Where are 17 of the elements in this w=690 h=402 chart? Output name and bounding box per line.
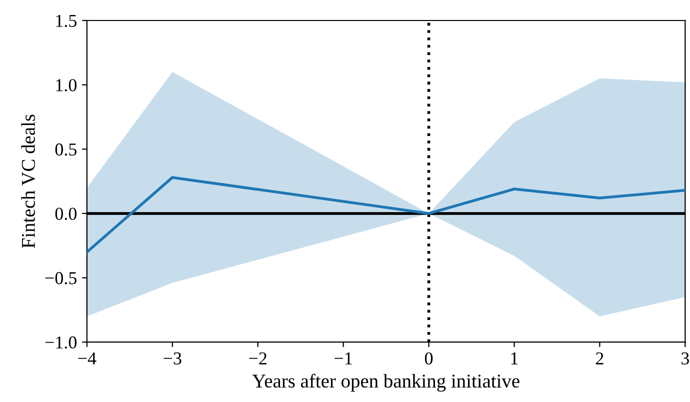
x-tick-label: 3 <box>682 352 689 365</box>
x-tick-label: −2 <box>249 352 266 364</box>
y-axis-title: Fintech VC deals <box>21 114 36 248</box>
x-tick-label: 2 <box>596 352 604 364</box>
y-tick-label: 0.5 <box>55 143 77 156</box>
y-tick-label: 0.0 <box>55 208 77 220</box>
y-tick-label: 1.5 <box>56 14 77 28</box>
y-tick-label: −0.5 <box>45 272 77 284</box>
x-tick-label: 1 <box>511 352 518 364</box>
x-tick-label: 0 <box>424 352 433 365</box>
line-series <box>86 176 686 254</box>
x-tick-label: −1 <box>334 352 352 364</box>
y-tick-label: 1.0 <box>56 79 77 92</box>
x-tick-label: −4 <box>78 352 96 364</box>
y-tick-label: −1.0 <box>45 336 77 349</box>
x-tick-label: −3 <box>164 352 182 365</box>
x-axis-title: Years after open banking initiative <box>252 374 520 392</box>
